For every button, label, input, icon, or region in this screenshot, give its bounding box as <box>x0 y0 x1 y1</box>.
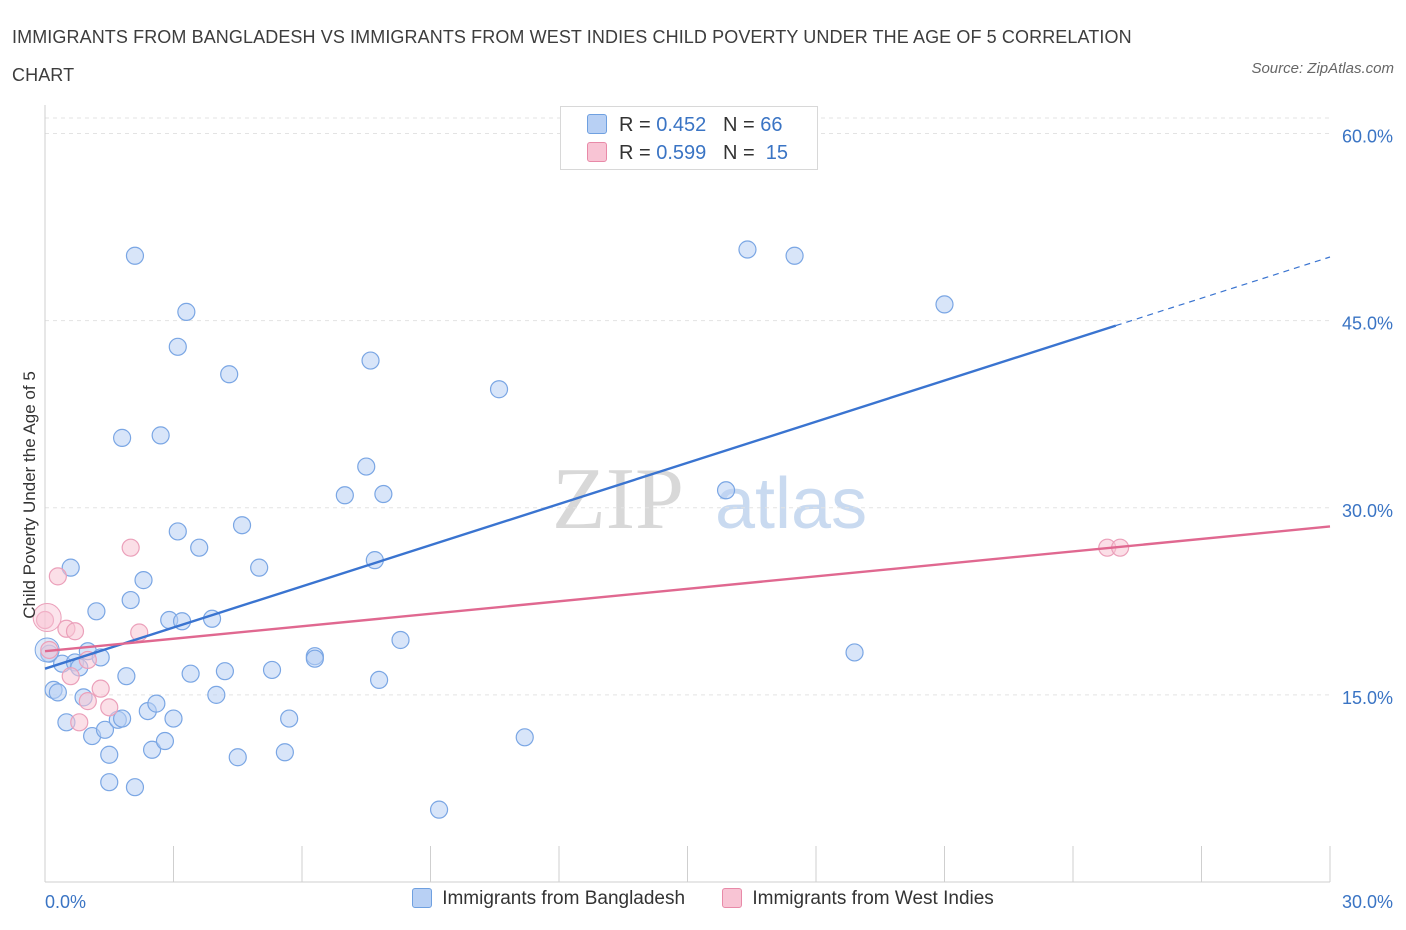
data-point-bangladesh <box>305 649 324 668</box>
data-point-bangladesh <box>845 643 864 662</box>
trend-line-bangladesh <box>44 324 1117 670</box>
data-point-bangladesh <box>429 800 449 819</box>
data-point-bangladesh <box>374 484 393 504</box>
data-point-bangladesh <box>489 380 509 399</box>
trend-lines <box>44 256 1331 670</box>
tick-labels: 15.0% 30.0% 45.0% 60.0% 0.0% 30.0% <box>45 127 1393 913</box>
legend-swatch-west-indies <box>587 142 607 162</box>
data-point-bangladesh <box>168 337 187 356</box>
data-point-bangladesh <box>121 590 140 610</box>
legend-swatch-bangladesh <box>412 888 433 908</box>
axes <box>44 105 1331 883</box>
watermark-atlas: atlas <box>715 464 867 544</box>
data-point-bangladesh <box>164 709 183 728</box>
data-point-bangladesh <box>228 748 247 767</box>
trend-line-west-indies <box>44 525 1331 653</box>
data-point-bangladesh <box>361 351 380 370</box>
data-point-bangladesh <box>220 365 239 384</box>
data-point-west-indies <box>65 622 85 641</box>
data-point-bangladesh <box>125 246 145 265</box>
data-point-bangladesh <box>738 240 757 259</box>
data-point-bangladesh <box>168 522 187 541</box>
legend-swatch-west-indies <box>722 888 743 908</box>
x-tick-label: 30.0% <box>1342 892 1393 912</box>
data-point-bangladesh <box>785 246 804 265</box>
data-point-bangladesh <box>250 558 269 577</box>
legend-n-value-west-indies: 15 <box>765 142 789 164</box>
data-point-bangladesh <box>125 778 145 797</box>
legend-row-bangladesh: R = 0.452 N = 66 <box>587 113 782 137</box>
data-point-bangladesh <box>335 486 354 505</box>
data-point-west-indies <box>121 538 140 557</box>
data-point-west-indies <box>61 667 80 686</box>
data-point-bangladesh <box>190 538 209 557</box>
data-point-bangladesh <box>100 745 119 764</box>
source-credit: Source: ZipAtlas.com <box>1251 60 1394 77</box>
data-point-bangladesh <box>357 457 376 476</box>
data-point-west-indies <box>32 603 62 633</box>
data-point-bangladesh <box>935 295 954 314</box>
legend-n-value-bangladesh: 66 <box>760 114 783 136</box>
trend-line-bangladesh-projection <box>1115 256 1331 327</box>
data-point-bangladesh <box>87 602 106 621</box>
legend-r-label: R = <box>619 142 651 164</box>
data-point-bangladesh <box>262 660 282 680</box>
legend-row-west-indies: R = 0.599 N = 15 <box>587 141 788 165</box>
data-point-west-indies <box>100 698 119 717</box>
data-point-bangladesh <box>134 571 153 590</box>
series-west-indies-points <box>32 538 1130 732</box>
data-point-bangladesh <box>117 667 136 686</box>
legend-r-value-west-indies: 0.599 <box>656 142 707 164</box>
legend-r-value-bangladesh: 0.452 <box>656 114 707 136</box>
legend-label-west-indies: Immigrants from West Indies <box>752 888 994 909</box>
data-point-bangladesh <box>142 740 162 759</box>
data-point-bangladesh <box>95 720 115 739</box>
data-point-bangladesh <box>48 683 67 702</box>
data-point-bangladesh <box>232 516 252 535</box>
data-point-west-indies <box>70 713 89 732</box>
legend-swatch-bangladesh <box>587 114 607 134</box>
data-point-west-indies <box>48 567 67 586</box>
y-tick-label: 15.0% <box>1342 688 1393 708</box>
y-tick-label: 45.0% <box>1342 314 1393 334</box>
data-point-bangladesh <box>391 630 410 650</box>
data-point-west-indies <box>78 692 97 711</box>
data-point-bangladesh <box>370 670 389 690</box>
stats-legend: R = 0.452 N = 66 R = 0.599 N = 15 <box>560 106 818 170</box>
chart-title: IMMIGRANTS FROM BANGLADESH VS IMMIGRANTS… <box>12 27 1132 85</box>
legend-n-label: N = <box>722 142 755 164</box>
data-point-west-indies <box>35 610 55 630</box>
data-point-bangladesh <box>716 481 736 500</box>
data-point-bangladesh <box>112 709 132 728</box>
data-point-bangladesh <box>147 694 166 713</box>
legend-n-label: N = <box>722 114 755 136</box>
legend-item-bangladesh[interactable]: Immigrants from Bangladesh <box>412 888 685 910</box>
y-axis-label: Child Poverty Under the Age of 5 <box>20 371 39 619</box>
watermark: ZIP atlas <box>552 451 867 548</box>
x-tick-label: 0.0% <box>45 892 86 912</box>
data-point-bangladesh <box>275 743 294 762</box>
legend-label-bangladesh: Immigrants from Bangladesh <box>442 888 686 909</box>
data-point-bangladesh <box>181 664 200 683</box>
data-point-bangladesh <box>61 558 80 577</box>
series-legend: Immigrants from Bangladesh Immigrants fr… <box>0 888 1406 910</box>
y-tick-label: 60.0% <box>1342 127 1393 147</box>
data-point-west-indies <box>91 679 110 698</box>
data-point-bangladesh <box>515 728 534 747</box>
data-point-bangladesh <box>177 302 196 321</box>
gridlines <box>45 117 1330 696</box>
data-point-bangladesh <box>280 709 299 728</box>
data-point-bangladesh <box>100 773 119 792</box>
data-point-bangladesh <box>207 685 226 704</box>
legend-item-west-indies[interactable]: Immigrants from West Indies <box>722 888 994 910</box>
data-point-bangladesh <box>112 428 132 447</box>
y-tick-label: 30.0% <box>1342 501 1393 521</box>
data-point-bangladesh <box>155 731 175 751</box>
legend-r-label: R = <box>619 114 651 136</box>
data-point-bangladesh <box>151 426 170 445</box>
series-bangladesh-points <box>34 240 954 819</box>
data-point-bangladesh <box>215 662 234 681</box>
